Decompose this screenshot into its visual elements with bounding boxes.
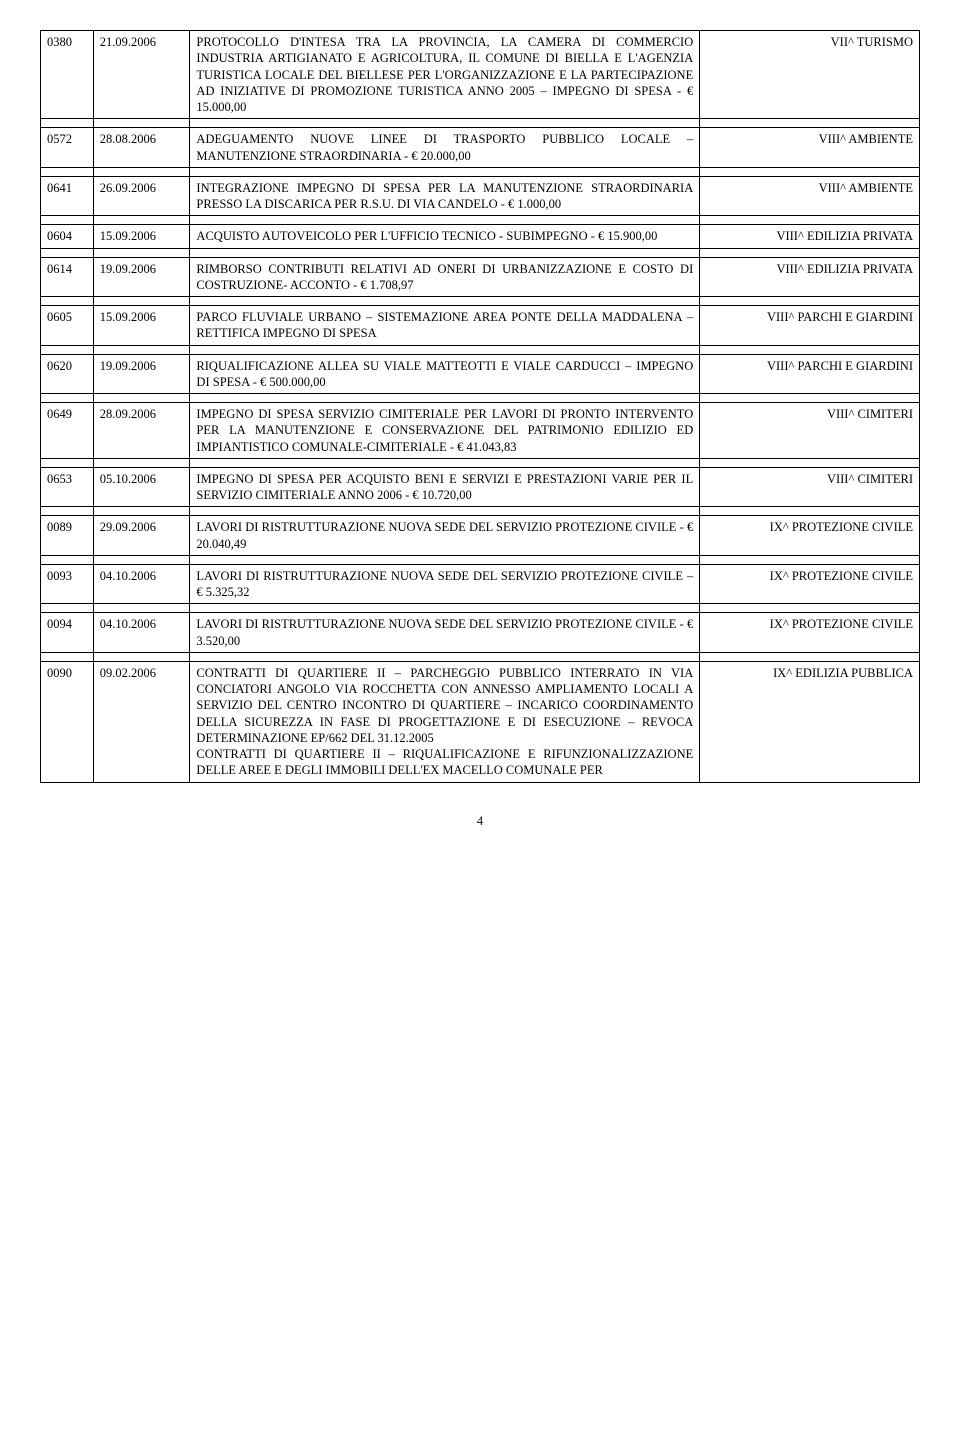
row-number: 0572: [41, 128, 94, 168]
row-number: 0653: [41, 467, 94, 507]
table-row: 060415.09.2006ACQUISTO AUTOVEICOLO PER L…: [41, 225, 920, 248]
table-row: 009404.10.2006LAVORI DI RISTRUTTURAZIONE…: [41, 613, 920, 653]
row-description: PARCO FLUVIALE URBANO – SISTEMAZIONE ARE…: [190, 306, 700, 346]
row-date: 28.08.2006: [93, 128, 190, 168]
row-date: 05.10.2006: [93, 467, 190, 507]
spacer-row: [41, 604, 920, 613]
row-category: IX^ PROTEZIONE CIVILE: [700, 564, 920, 604]
table-row: 064928.09.2006IMPEGNO DI SPESA SERVIZIO …: [41, 403, 920, 459]
spacer-row: [41, 167, 920, 176]
row-description: IMPEGNO DI SPESA PER ACQUISTO BENI E SER…: [190, 467, 700, 507]
row-date: 29.09.2006: [93, 516, 190, 556]
table-row: 060515.09.2006PARCO FLUVIALE URBANO – SI…: [41, 306, 920, 346]
row-description: ACQUISTO AUTOVEICOLO PER L'UFFICIO TECNI…: [190, 225, 700, 248]
row-description: INTEGRAZIONE IMPEGNO DI SPESA PER LA MAN…: [190, 176, 700, 216]
row-date: 26.09.2006: [93, 176, 190, 216]
row-date: 04.10.2006: [93, 564, 190, 604]
spacer-row: [41, 119, 920, 128]
row-date: 21.09.2006: [93, 31, 190, 119]
row-number: 0089: [41, 516, 94, 556]
row-number: 0605: [41, 306, 94, 346]
row-date: 15.09.2006: [93, 225, 190, 248]
row-description: LAVORI DI RISTRUTTURAZIONE NUOVA SEDE DE…: [190, 564, 700, 604]
row-date: 09.02.2006: [93, 661, 190, 782]
row-number: 0604: [41, 225, 94, 248]
row-number: 0620: [41, 354, 94, 394]
spacer-row: [41, 248, 920, 257]
table-row: 062019.09.2006RIQUALIFICAZIONE ALLEA SU …: [41, 354, 920, 394]
row-category: VIII^ CIMITERI: [700, 467, 920, 507]
row-number: 0614: [41, 257, 94, 297]
row-category: VIII^ PARCHI E GIARDINI: [700, 306, 920, 346]
table-row: 061419.09.2006RIMBORSO CONTRIBUTI RELATI…: [41, 257, 920, 297]
table-row: 065305.10.2006IMPEGNO DI SPESA PER ACQUI…: [41, 467, 920, 507]
row-date: 19.09.2006: [93, 354, 190, 394]
row-number: 0094: [41, 613, 94, 653]
row-description: IMPEGNO DI SPESA SERVIZIO CIMITERIALE PE…: [190, 403, 700, 459]
row-number: 0090: [41, 661, 94, 782]
row-number: 0380: [41, 31, 94, 119]
row-category: VIII^ AMBIENTE: [700, 128, 920, 168]
row-date: 19.09.2006: [93, 257, 190, 297]
row-category: VII^ TURISMO: [700, 31, 920, 119]
row-number: 0093: [41, 564, 94, 604]
table-row: 057228.08.2006ADEGUAMENTO NUOVE LINEE DI…: [41, 128, 920, 168]
row-date: 15.09.2006: [93, 306, 190, 346]
row-description: RIQUALIFICAZIONE ALLEA SU VIALE MATTEOTT…: [190, 354, 700, 394]
spacer-row: [41, 507, 920, 516]
row-description: PROTOCOLLO D'INTESA TRA LA PROVINCIA, LA…: [190, 31, 700, 119]
spacer-row: [41, 394, 920, 403]
row-category: VIII^ AMBIENTE: [700, 176, 920, 216]
row-category: VIII^ CIMITERI: [700, 403, 920, 459]
row-description: LAVORI DI RISTRUTTURAZIONE NUOVA SEDE DE…: [190, 516, 700, 556]
row-category: VIII^ EDILIZIA PRIVATA: [700, 225, 920, 248]
row-category: VIII^ PARCHI E GIARDINI: [700, 354, 920, 394]
row-date: 28.09.2006: [93, 403, 190, 459]
row-category: IX^ EDILIZIA PUBBLICA: [700, 661, 920, 782]
row-description: ADEGUAMENTO NUOVE LINEE DI TRASPORTO PUB…: [190, 128, 700, 168]
spacer-row: [41, 458, 920, 467]
row-category: VIII^ EDILIZIA PRIVATA: [700, 257, 920, 297]
row-category: IX^ PROTEZIONE CIVILE: [700, 516, 920, 556]
spacer-row: [41, 216, 920, 225]
row-category: IX^ PROTEZIONE CIVILE: [700, 613, 920, 653]
row-number: 0649: [41, 403, 94, 459]
spacer-row: [41, 652, 920, 661]
row-date: 04.10.2006: [93, 613, 190, 653]
determinations-table: 038021.09.2006PROTOCOLLO D'INTESA TRA LA…: [40, 30, 920, 783]
row-number: 0641: [41, 176, 94, 216]
row-description: RIMBORSO CONTRIBUTI RELATIVI AD ONERI DI…: [190, 257, 700, 297]
spacer-row: [41, 555, 920, 564]
spacer-row: [41, 345, 920, 354]
table-row: 009304.10.2006LAVORI DI RISTRUTTURAZIONE…: [41, 564, 920, 604]
table-row: 064126.09.2006INTEGRAZIONE IMPEGNO DI SP…: [41, 176, 920, 216]
table-row: 009009.02.2006CONTRATTI DI QUARTIERE II …: [41, 661, 920, 782]
spacer-row: [41, 297, 920, 306]
table-row: 008929.09.2006LAVORI DI RISTRUTTURAZIONE…: [41, 516, 920, 556]
table-row: 038021.09.2006PROTOCOLLO D'INTESA TRA LA…: [41, 31, 920, 119]
row-description: CONTRATTI DI QUARTIERE II – PARCHEGGIO P…: [190, 661, 700, 782]
row-description: LAVORI DI RISTRUTTURAZIONE NUOVA SEDE DE…: [190, 613, 700, 653]
page-number: 4: [40, 813, 920, 829]
